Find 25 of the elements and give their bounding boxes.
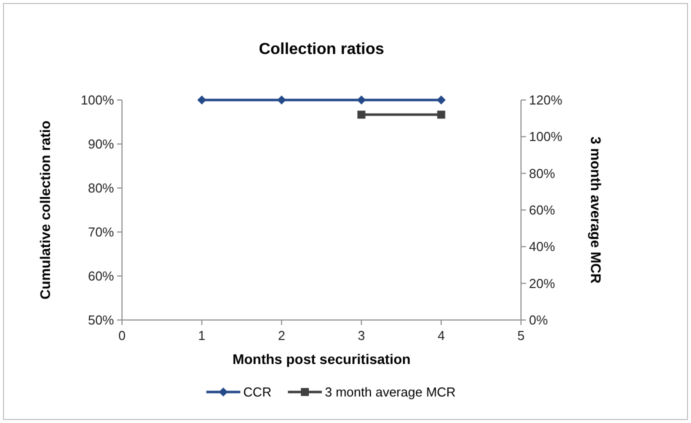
y2-axis-title: 3 month average MCR bbox=[588, 136, 604, 284]
y2-tick-label: 40% bbox=[529, 239, 556, 254]
y2-tick-label: 60% bbox=[529, 202, 556, 218]
y-tick-label: 70% bbox=[88, 224, 114, 240]
x-tick-label: 3 bbox=[358, 328, 366, 343]
x-tick-label: 4 bbox=[438, 328, 445, 343]
y2-tick-label: 20% bbox=[529, 276, 556, 291]
y-tick-label: 60% bbox=[88, 268, 114, 284]
legend-label: 3 month average MCR bbox=[324, 384, 456, 400]
y2-tick-label: 100% bbox=[529, 129, 563, 144]
x-tick-label: 2 bbox=[278, 328, 286, 343]
x-tick-label: 1 bbox=[198, 328, 206, 343]
y-tick-label: 80% bbox=[88, 180, 114, 196]
y-tick-label: 50% bbox=[88, 312, 114, 328]
y2-tick-label: 0% bbox=[529, 312, 548, 328]
chart-title: Collection ratios bbox=[258, 41, 384, 58]
y-axis-title: Cumulative collection ratio bbox=[37, 120, 53, 300]
legend-label: CCR bbox=[243, 384, 272, 400]
y2-tick-label: 120% bbox=[529, 92, 563, 108]
x-tick-label: 0 bbox=[118, 328, 126, 343]
x-axis-title: Months post securitisation bbox=[232, 351, 411, 367]
x-tick-label: 5 bbox=[517, 328, 525, 343]
y-tick-label: 100% bbox=[80, 92, 114, 108]
y-tick-label: 90% bbox=[88, 136, 114, 152]
y2-tick-label: 80% bbox=[529, 166, 556, 181]
